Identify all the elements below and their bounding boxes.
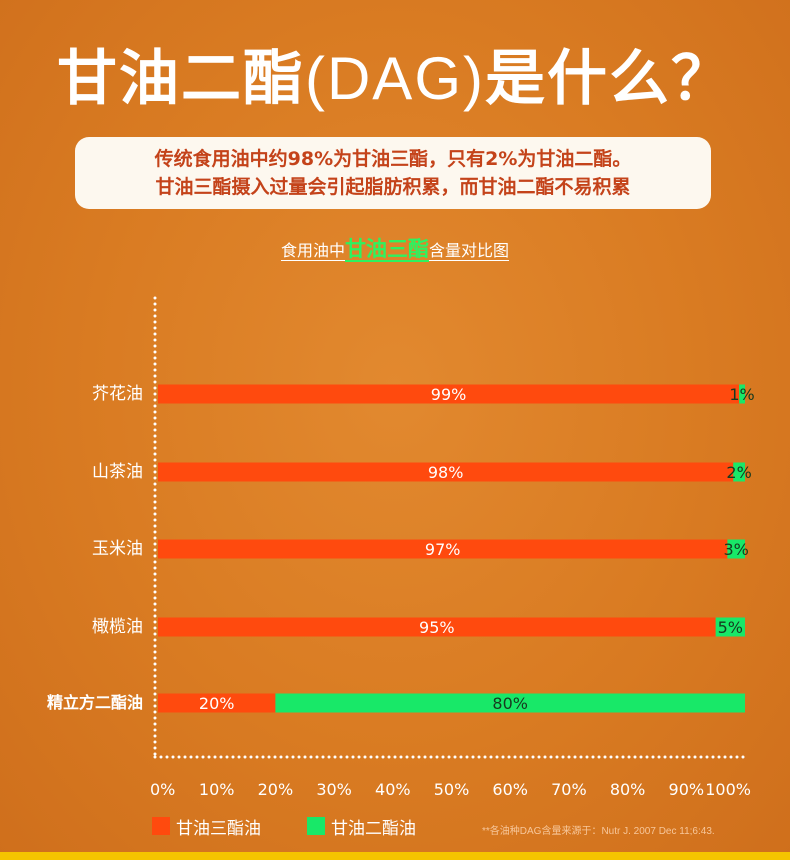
info-line-1: 传统食用油中约98%为甘油三酯，只有2%为甘油二酯。	[154, 148, 632, 170]
bar-dag	[715, 617, 745, 637]
data-label-tag: 20%	[199, 694, 235, 713]
x-tick-label: 60%	[492, 780, 528, 799]
info-line-2: 甘油三酯摄入过量会引起脂肪积累，而甘油二酯不易积累	[155, 176, 631, 198]
bar-tag	[158, 384, 740, 404]
legend-item-tag: 甘油三酯油	[152, 814, 261, 839]
bar-dag	[275, 693, 745, 713]
bar-dag	[727, 539, 745, 559]
bar-tag	[158, 693, 276, 713]
data-label-dag: 3%	[723, 540, 748, 559]
category-label: 橄榄油	[92, 617, 143, 637]
info-box: 传统食用油中约98%为甘油三酯，只有2%为甘油二酯。 甘油三酯摄入过量会引起脂肪…	[75, 137, 711, 209]
bar-tag	[158, 462, 734, 482]
x-tick-label: 100%	[705, 780, 751, 799]
legend: 甘油三酯油 甘油二酯油	[152, 814, 462, 839]
page-title: 甘油二酯(DAG)是什么？	[57, 44, 733, 114]
legend-label-tag: 甘油三酯油	[176, 818, 261, 839]
data-label-dag: 5%	[718, 618, 743, 637]
bar-dag	[733, 462, 745, 482]
legend-swatch-dag	[307, 817, 325, 835]
data-label-dag: 1%	[729, 385, 754, 404]
data-label-tag: 98%	[428, 463, 464, 482]
bar-tag	[158, 539, 728, 559]
x-tick-label: 10%	[199, 780, 235, 799]
data-label-tag: 97%	[425, 540, 461, 559]
chart-title-highlight: 甘油三酯	[345, 237, 429, 261]
category-label: 精立方二酯油	[47, 693, 143, 712]
data-label-tag: 99%	[431, 385, 467, 404]
legend-label-dag: 甘油二酯油	[331, 818, 416, 839]
legend-swatch-tag	[152, 817, 170, 835]
category-label: 芥花油	[92, 384, 143, 404]
chart-title: 食用油中甘油三酯含量对比图	[280, 237, 510, 261]
bar-dag	[739, 384, 745, 404]
data-label-dag: 2%	[726, 463, 751, 482]
source-note: **各油种DAG含量来源于：Nutr J. 2007 Dec 11;6:43.	[482, 826, 715, 837]
bottom-strip	[0, 852, 790, 860]
x-tick-label: 0%	[150, 780, 175, 799]
x-tick-label: 40%	[375, 780, 411, 799]
x-tick-label: 80%	[610, 780, 646, 799]
data-label-dag: 80%	[492, 694, 528, 713]
legend-item-dag: 甘油二酯油	[307, 814, 416, 839]
x-tick-label: 20%	[258, 780, 294, 799]
title-dag: (DAG)	[305, 45, 485, 112]
bar-tag	[158, 617, 716, 637]
x-tick-label: 70%	[551, 780, 587, 799]
x-tick-label: 50%	[434, 780, 470, 799]
category-label: 山茶油	[92, 462, 143, 482]
category-label: 玉米油	[92, 539, 143, 559]
x-tick-label: 90%	[669, 780, 705, 799]
x-tick-label: 30%	[316, 780, 352, 799]
data-label-tag: 95%	[419, 618, 455, 637]
